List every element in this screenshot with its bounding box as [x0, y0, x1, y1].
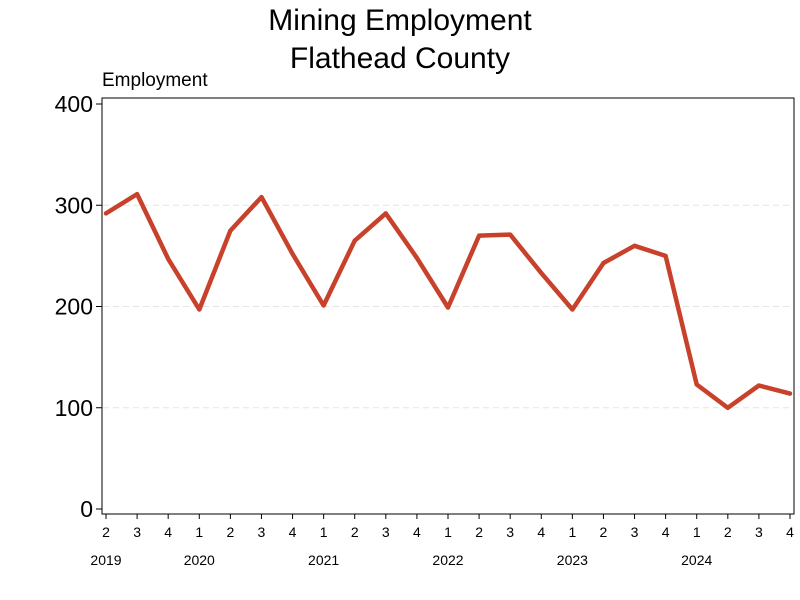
- x-tick-label: 3: [755, 524, 763, 540]
- year-label-2023: 2023: [557, 552, 588, 568]
- data-point: [135, 192, 140, 197]
- data-point: [259, 195, 264, 200]
- data-point: [321, 303, 326, 308]
- data-point: [166, 256, 171, 261]
- x-tick-label: 3: [631, 524, 639, 540]
- data-point: [601, 260, 606, 265]
- data-point: [725, 405, 730, 410]
- data-point: [104, 211, 108, 216]
- data-point: [694, 382, 699, 387]
- y-tick-label: 300: [55, 192, 93, 218]
- x-tick-label: 4: [662, 524, 670, 540]
- data-point: [290, 251, 295, 256]
- data-point: [228, 228, 233, 233]
- data-point: [756, 383, 761, 388]
- series-line: [103, 191, 793, 411]
- chart-title-line-2: Flathead County: [290, 42, 510, 75]
- x-tick-label: 4: [413, 524, 421, 540]
- x-tick-label: 1: [568, 524, 576, 540]
- data-point: [477, 233, 482, 238]
- x-tick-label: 4: [786, 524, 794, 540]
- data-point: [632, 243, 637, 248]
- year-label-2021: 2021: [308, 552, 339, 568]
- data-point: [197, 307, 202, 312]
- x-tick-label: 1: [444, 524, 452, 540]
- data-point: [570, 307, 575, 312]
- data-point: [446, 305, 450, 310]
- x-tick-label: 4: [537, 524, 545, 540]
- x-tick-label: 2: [102, 524, 110, 540]
- data-point: [788, 391, 792, 396]
- year-label-2019: 2019: [90, 552, 121, 568]
- y-tick-label: 0: [80, 496, 93, 522]
- chart-title-line-1: Mining Employment: [268, 4, 532, 37]
- data-point: [539, 271, 544, 276]
- y-tick-label: 100: [55, 395, 93, 421]
- x-tick-label: 3: [258, 524, 266, 540]
- x-tick-label: 3: [133, 524, 141, 540]
- x-tick-label: 1: [693, 524, 701, 540]
- y-axis-label: Employment: [102, 70, 208, 91]
- data-point: [663, 253, 668, 258]
- x-tick-label: 2: [600, 524, 608, 540]
- y-tick-label: 200: [55, 294, 93, 320]
- series-employment: [103, 191, 793, 411]
- x-tick-label: 1: [320, 524, 328, 540]
- data-point: [508, 232, 513, 237]
- year-label-2022: 2022: [432, 552, 463, 568]
- x-tick-label: 2: [226, 524, 234, 540]
- data-point: [414, 255, 419, 260]
- x-tick-label: 1: [195, 524, 203, 540]
- x-tick-label: 2: [351, 524, 359, 540]
- year-label-2020: 2020: [184, 552, 215, 568]
- x-axis: 2 3 4 1 2 3 4 1 2 3 4 1 2 3 4 1 2 3 4 1 2 3 4 2019 2020 2021 2022 2…: [90, 514, 794, 568]
- y-tick-label: 400: [55, 91, 93, 117]
- x-tick-label: 4: [289, 524, 297, 540]
- data-point: [383, 211, 388, 216]
- y-axis: 0 100 200 300 400: [55, 91, 102, 522]
- x-tick-label: 4: [164, 524, 172, 540]
- x-tick-label: 3: [382, 524, 390, 540]
- year-label-2024: 2024: [681, 552, 712, 568]
- x-tick-label: 2: [475, 524, 483, 540]
- x-tick-label: 3: [506, 524, 514, 540]
- data-point: [352, 238, 357, 243]
- x-tick-label: 2: [724, 524, 732, 540]
